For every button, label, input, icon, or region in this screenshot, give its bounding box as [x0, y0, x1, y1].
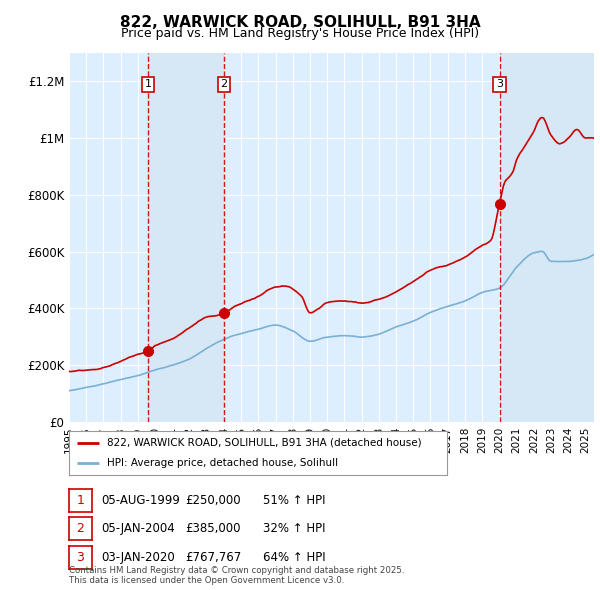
Text: 822, WARWICK ROAD, SOLIHULL, B91 3HA: 822, WARWICK ROAD, SOLIHULL, B91 3HA	[119, 15, 481, 30]
Text: £767,767: £767,767	[185, 550, 241, 563]
Text: 05-JAN-2004: 05-JAN-2004	[101, 522, 175, 535]
Text: 1: 1	[76, 494, 85, 507]
Text: 32% ↑ HPI: 32% ↑ HPI	[263, 522, 325, 535]
Text: £250,000: £250,000	[185, 494, 241, 507]
Text: 3: 3	[496, 80, 503, 90]
Text: 64% ↑ HPI: 64% ↑ HPI	[263, 550, 325, 563]
Text: 05-AUG-1999: 05-AUG-1999	[101, 494, 179, 507]
Text: £385,000: £385,000	[185, 522, 240, 535]
Text: 1: 1	[145, 80, 152, 90]
Text: 3: 3	[76, 550, 85, 563]
Text: 03-JAN-2020: 03-JAN-2020	[101, 550, 175, 563]
Text: 2: 2	[76, 522, 85, 535]
Text: 51% ↑ HPI: 51% ↑ HPI	[263, 494, 325, 507]
Text: 2: 2	[221, 80, 227, 90]
Text: Price paid vs. HM Land Registry's House Price Index (HPI): Price paid vs. HM Land Registry's House …	[121, 27, 479, 40]
Text: Contains HM Land Registry data © Crown copyright and database right 2025.
This d: Contains HM Land Registry data © Crown c…	[69, 566, 404, 585]
Text: 822, WARWICK ROAD, SOLIHULL, B91 3HA (detached house): 822, WARWICK ROAD, SOLIHULL, B91 3HA (de…	[107, 438, 421, 448]
Bar	[148, 53, 224, 422]
Bar	[499, 53, 594, 422]
Text: HPI: Average price, detached house, Solihull: HPI: Average price, detached house, Soli…	[107, 458, 338, 468]
